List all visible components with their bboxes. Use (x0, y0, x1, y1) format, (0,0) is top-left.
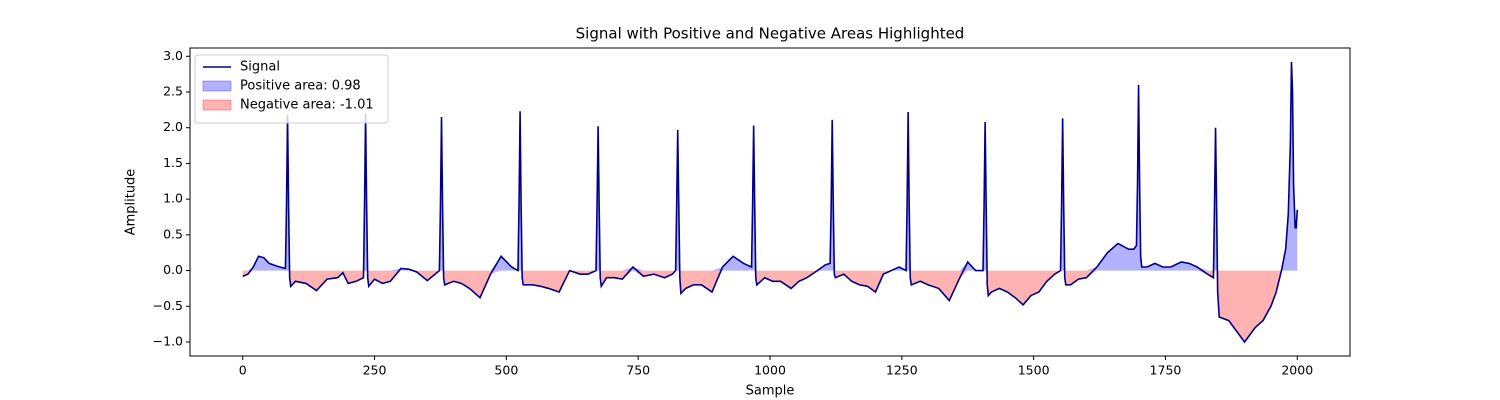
chart-title: Signal with Positive and Negative Areas … (576, 25, 965, 43)
legend-label: Negative area: -1.01 (240, 98, 374, 113)
legend-patch (202, 99, 232, 111)
signal-line (242, 61, 1299, 344)
legend-label: Positive area: 0.98 (240, 79, 361, 94)
y-axis-label: Amplitude (124, 169, 139, 236)
x-tick-label: 2000 (1281, 363, 1313, 378)
area-fill (242, 270, 1298, 342)
y-tick-label: −1.0 (153, 334, 183, 349)
legend-box (194, 54, 389, 124)
legend-label: Signal (240, 60, 280, 75)
y-tick-label: 3.0 (163, 48, 183, 63)
y-tick-label: 1.5 (163, 155, 183, 170)
x-tick-label: 1750 (1150, 363, 1182, 378)
x-tick-label: 750 (626, 363, 650, 378)
y-tick-label: −0.5 (153, 298, 183, 313)
y-tick-label: 1.0 (163, 191, 183, 206)
x-tick-label: 1500 (1018, 363, 1050, 378)
x-tick-label: 1250 (886, 363, 918, 378)
x-tick-label: 250 (363, 363, 387, 378)
x-tick-label: 500 (494, 363, 518, 378)
x-axis-label: Sample (746, 384, 795, 399)
y-tick-label: 0.5 (163, 226, 183, 241)
y-tick-label: 2.0 (163, 119, 183, 134)
x-tick-label: 0 (239, 363, 247, 378)
x-tick-label: 1000 (754, 363, 786, 378)
y-tick-label: 0.0 (163, 262, 183, 277)
y-tick-label: 2.5 (163, 84, 183, 99)
legend-patch (202, 80, 232, 92)
